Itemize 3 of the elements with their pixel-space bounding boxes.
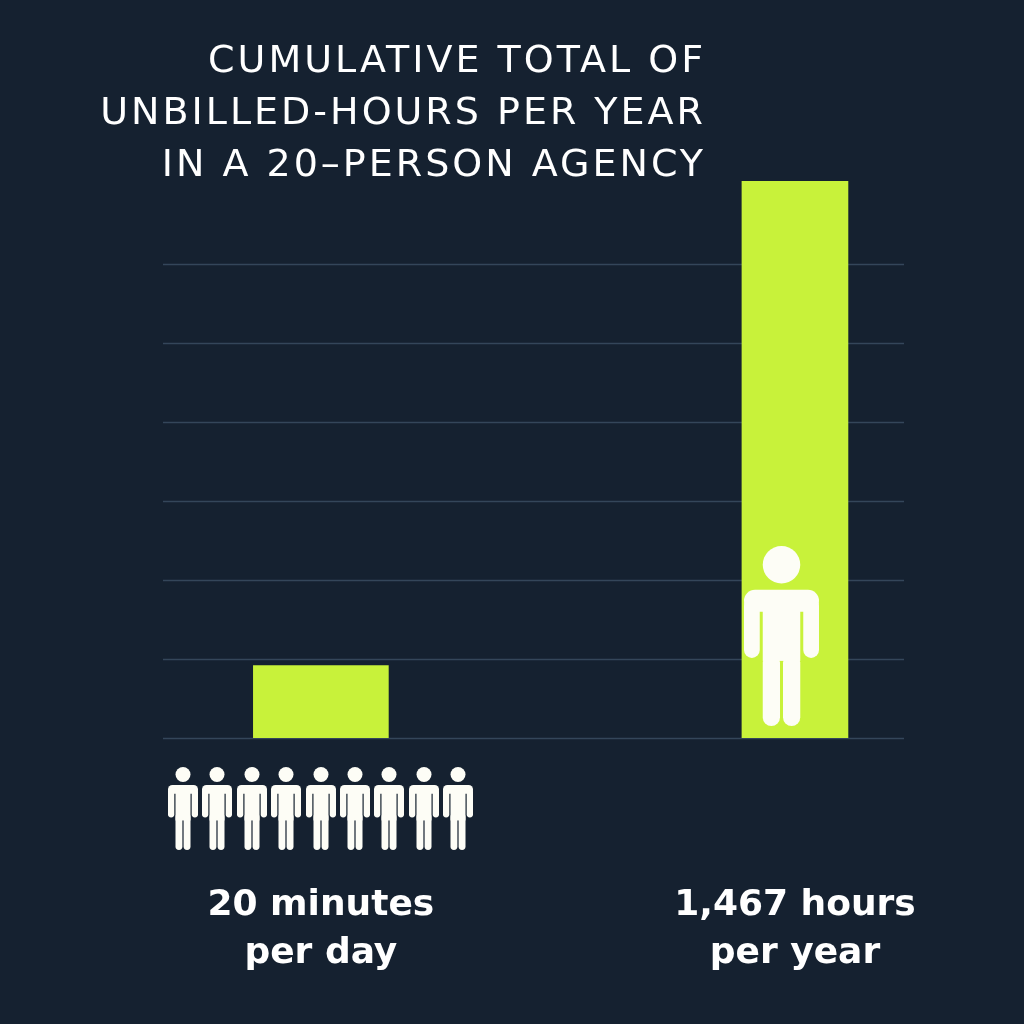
x-tick-label: 1,467 hours per year xyxy=(674,882,916,972)
chart-title: CUMULATIVE TOTAL OF UNBILLED-HOURS PER YEAR IN A 20–PERSON AGENCY xyxy=(99,36,706,187)
x-tick-label: 20 minutes per day xyxy=(207,882,435,972)
